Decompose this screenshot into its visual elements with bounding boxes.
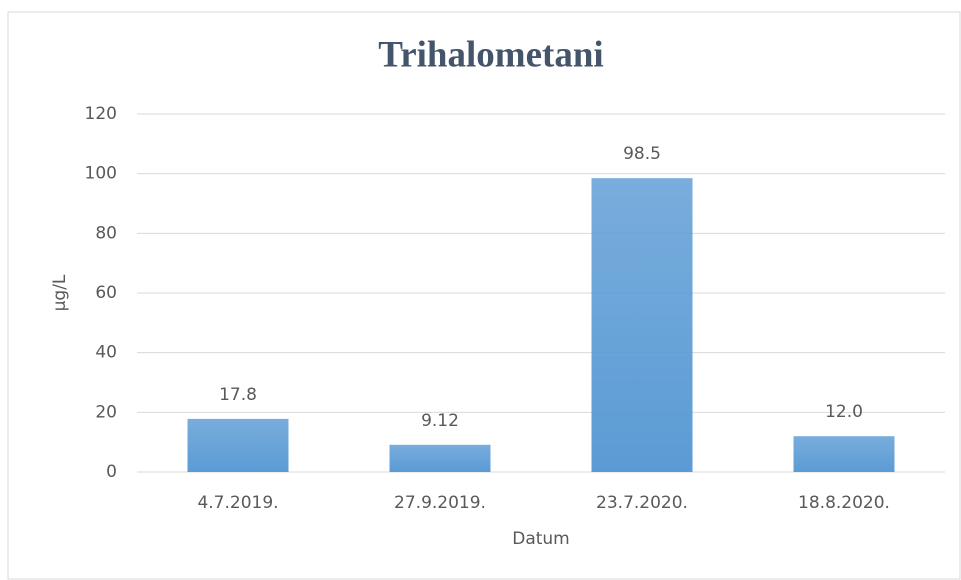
data-label: 98.5 [623, 144, 661, 164]
x-tick-label: 23.7.2020. [596, 493, 688, 513]
bar [793, 436, 895, 472]
y-tick-label: 0 [106, 462, 117, 482]
x-tick-label: 18.8.2020. [798, 493, 890, 513]
x-tick-label: 4.7.2019. [197, 493, 278, 513]
y-axis-label: µg/L [50, 274, 70, 311]
chart-title: Trihalometani [378, 34, 603, 75]
y-tick-label: 100 [85, 164, 117, 184]
y-tick-label: 120 [85, 104, 117, 124]
y-tick-label: 20 [95, 402, 117, 422]
bar [591, 178, 693, 472]
chart-frame [7, 11, 961, 580]
y-tick-label: 60 [95, 283, 117, 303]
x-axis-label: Datum [512, 529, 570, 549]
y-tick-label: 40 [95, 343, 117, 363]
data-label: 9.12 [421, 411, 459, 431]
y-tick-label: 80 [95, 223, 117, 243]
data-label: 12.0 [825, 402, 863, 422]
x-tick-label: 27.9.2019. [394, 493, 486, 513]
bar [187, 418, 289, 472]
data-label: 17.8 [219, 385, 257, 405]
bar [389, 444, 491, 472]
